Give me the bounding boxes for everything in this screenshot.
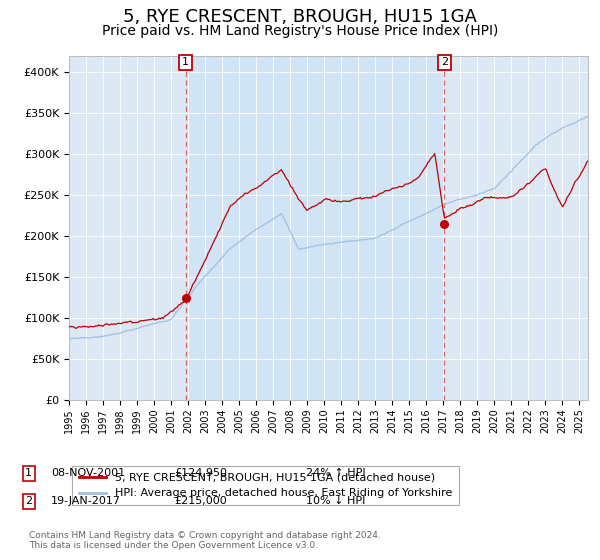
Text: 2: 2 [440,57,448,67]
Text: 1: 1 [182,57,189,67]
Text: 19-JAN-2017: 19-JAN-2017 [51,496,121,506]
Text: 5, RYE CRESCENT, BROUGH, HU15 1GA: 5, RYE CRESCENT, BROUGH, HU15 1GA [123,8,477,26]
Text: £215,000: £215,000 [174,496,227,506]
Text: 2: 2 [25,496,32,506]
Text: 08-NOV-2001: 08-NOV-2001 [51,468,125,478]
Text: Price paid vs. HM Land Registry's House Price Index (HPI): Price paid vs. HM Land Registry's House … [102,24,498,38]
Text: Contains HM Land Registry data © Crown copyright and database right 2024.
This d: Contains HM Land Registry data © Crown c… [29,531,380,550]
Legend: 5, RYE CRESCENT, BROUGH, HU15 1GA (detached house), HPI: Average price, detached: 5, RYE CRESCENT, BROUGH, HU15 1GA (detac… [72,466,460,505]
Text: 1: 1 [25,468,32,478]
Text: 10% ↓ HPI: 10% ↓ HPI [306,496,365,506]
Text: 24% ↑ HPI: 24% ↑ HPI [306,468,365,478]
Bar [185,56,444,400]
Text: £124,950: £124,950 [174,468,227,478]
